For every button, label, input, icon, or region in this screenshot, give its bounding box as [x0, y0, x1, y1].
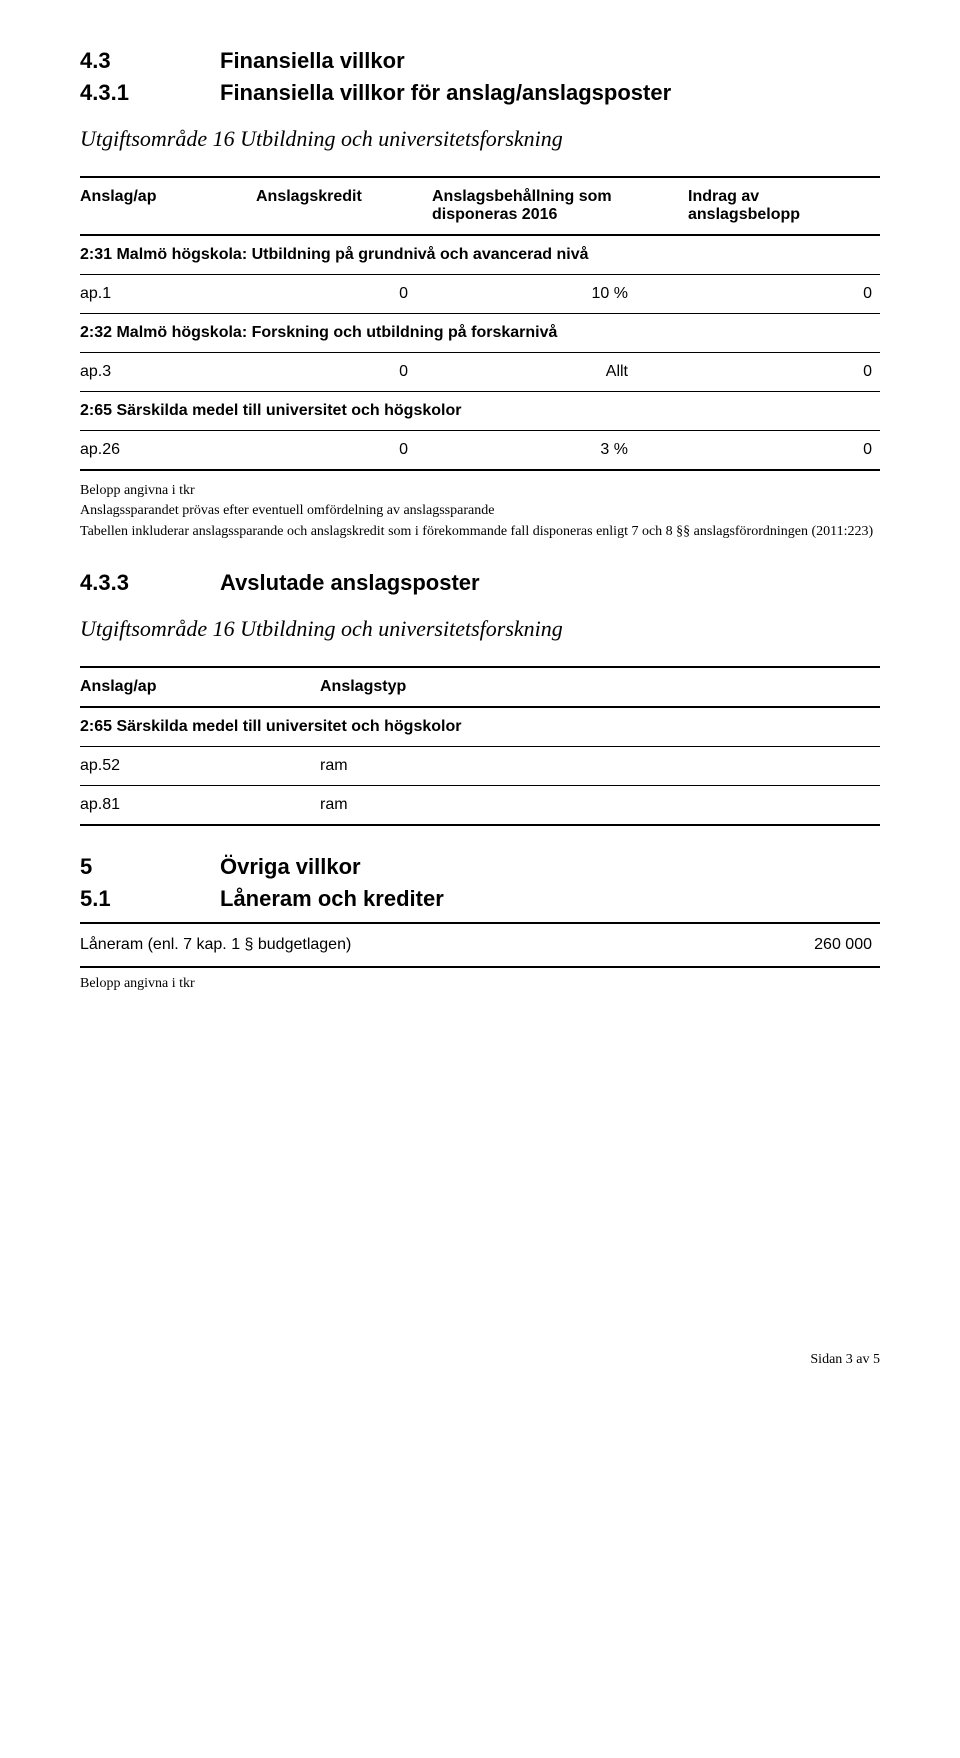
table-row: ap.81 ram: [80, 785, 880, 825]
table-laneram: Låneram (enl. 7 kap. 1 § budgetlagen) 26…: [80, 922, 880, 968]
table-group-row: 2:65 Särskilda medel till universitet oc…: [80, 392, 880, 431]
table-group-row: 2:65 Särskilda medel till universitet oc…: [80, 707, 880, 747]
group-label: 2:32 Malmö högskola: Forskning och utbil…: [80, 314, 880, 353]
footnote-line: Belopp angivna i tkr: [80, 976, 880, 992]
table-row: Låneram (enl. 7 kap. 1 § budgetlagen) 26…: [80, 923, 880, 967]
table-group-row: 2:31 Malmö högskola: Utbildning på grund…: [80, 235, 880, 275]
section-5: 5 Övriga villkor: [80, 854, 880, 880]
cell-indrag: 0: [688, 353, 880, 392]
cell-value: 260 000: [608, 923, 880, 967]
col-anslagsbehallning: Anslagsbehållning som disponeras 2016: [432, 177, 688, 235]
section-number: 4.3: [80, 48, 220, 74]
cell-ap: ap.81: [80, 785, 320, 825]
section-number: 4.3.1: [80, 80, 220, 106]
group-label: 2:65 Särskilda medel till universitet oc…: [80, 707, 880, 747]
section-4-3-3: 4.3.3 Avslutade anslagsposter: [80, 570, 880, 596]
section-title: Avslutade anslagsposter: [220, 570, 480, 596]
table-row: ap.52 ram: [80, 746, 880, 785]
footnotes-block-1: Belopp angivna i tkr Anslagssparandet pr…: [80, 481, 880, 542]
col-anslag-ap: Anslag/ap: [80, 667, 320, 707]
section-4-3: 4.3 Finansiella villkor: [80, 48, 880, 74]
footnote-line: Belopp angivna i tkr: [80, 481, 880, 501]
table-finansiella-villkor: Anslag/ap Anslagskredit Anslagsbehållnin…: [80, 176, 880, 471]
group-label: 2:31 Malmö högskola: Utbildning på grund…: [80, 235, 880, 275]
cell-typ: ram: [320, 746, 880, 785]
cell-kredit: 0: [256, 353, 432, 392]
cell-behallning: 3 %: [432, 431, 688, 471]
cell-ap: ap.3: [80, 353, 256, 392]
cell-ap: ap.1: [80, 275, 256, 314]
col-anslag-ap: Anslag/ap: [80, 177, 256, 235]
page-footer: Sidan 3 av 5: [80, 1352, 880, 1368]
section-4-3-1: 4.3.1 Finansiella villkor för anslag/ans…: [80, 80, 880, 106]
table-row: ap.26 0 3 % 0: [80, 431, 880, 471]
footnote-line: Tabellen inkluderar anslagssparande och …: [80, 522, 880, 542]
subtitle-utgiftsomrade-2: Utgiftsområde 16 Utbildning och universi…: [80, 616, 880, 642]
cell-kredit: 0: [256, 275, 432, 314]
section-title: Låneram och krediter: [220, 886, 444, 912]
cell-typ: ram: [320, 785, 880, 825]
col-anslagstyp: Anslagstyp: [320, 667, 880, 707]
cell-behallning: Allt: [432, 353, 688, 392]
section-number: 4.3.3: [80, 570, 220, 596]
section-title: Finansiella villkor: [220, 48, 405, 74]
group-label: 2:65 Särskilda medel till universitet oc…: [80, 392, 880, 431]
cell-label: Låneram (enl. 7 kap. 1 § budgetlagen): [80, 923, 608, 967]
section-title: Övriga villkor: [220, 854, 361, 880]
table-row: ap.3 0 Allt 0: [80, 353, 880, 392]
col-anslagskredit: Anslagskredit: [256, 177, 432, 235]
cell-kredit: 0: [256, 431, 432, 471]
section-5-1: 5.1 Låneram och krediter: [80, 886, 880, 912]
cell-behallning: 10 %: [432, 275, 688, 314]
table-group-row: 2:32 Malmö högskola: Forskning och utbil…: [80, 314, 880, 353]
section-number: 5: [80, 854, 220, 880]
cell-indrag: 0: [688, 431, 880, 471]
cell-ap: ap.26: [80, 431, 256, 471]
table-header-row: Anslag/ap Anslagskredit Anslagsbehållnin…: [80, 177, 880, 235]
cell-ap: ap.52: [80, 746, 320, 785]
footnote-line: Anslagssparandet prövas efter eventuell …: [80, 501, 880, 521]
section-number: 5.1: [80, 886, 220, 912]
col-indrag: Indrag av anslagsbelopp: [688, 177, 880, 235]
table-row: ap.1 0 10 % 0: [80, 275, 880, 314]
table-header-row: Anslag/ap Anslagstyp: [80, 667, 880, 707]
table-avslutade-anslagsposter: Anslag/ap Anslagstyp 2:65 Särskilda mede…: [80, 666, 880, 826]
subtitle-utgiftsomrade-1: Utgiftsområde 16 Utbildning och universi…: [80, 126, 880, 152]
section-title: Finansiella villkor för anslag/anslagspo…: [220, 80, 671, 106]
cell-indrag: 0: [688, 275, 880, 314]
